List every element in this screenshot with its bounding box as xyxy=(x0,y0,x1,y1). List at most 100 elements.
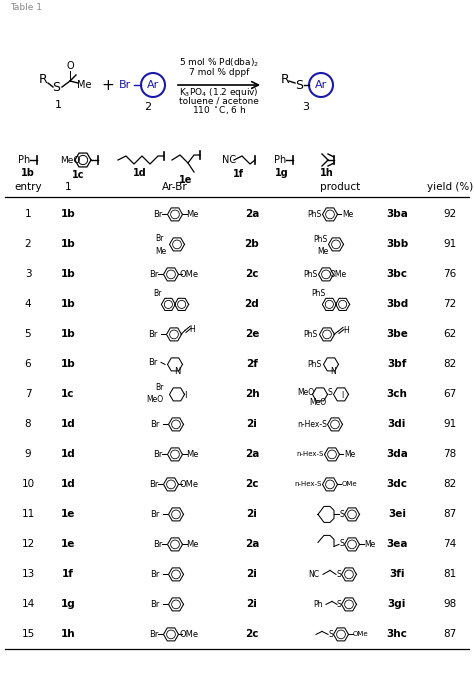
Text: 7 mol % dppf: 7 mol % dppf xyxy=(189,68,249,77)
Text: S: S xyxy=(337,570,341,579)
Text: 14: 14 xyxy=(21,599,35,610)
Text: 2a: 2a xyxy=(245,210,259,219)
Text: Me: Me xyxy=(186,540,199,549)
Text: 1b: 1b xyxy=(61,329,75,339)
Text: Ar: Ar xyxy=(147,80,159,90)
Text: 1e: 1e xyxy=(61,510,75,519)
Text: 1b: 1b xyxy=(21,168,35,178)
Text: S: S xyxy=(340,510,345,519)
Text: Me: Me xyxy=(345,450,356,459)
Text: 3ba: 3ba xyxy=(386,210,408,219)
Text: O: O xyxy=(66,61,74,71)
Text: Ph: Ph xyxy=(18,155,30,165)
Text: I: I xyxy=(341,391,343,400)
Text: 8: 8 xyxy=(25,419,31,429)
Text: 2e: 2e xyxy=(245,329,259,339)
Text: PhS: PhS xyxy=(313,235,327,244)
Text: S: S xyxy=(340,539,345,548)
Text: 1f: 1f xyxy=(233,169,244,179)
Text: yield (%): yield (%) xyxy=(427,182,473,192)
Text: PhS: PhS xyxy=(303,270,317,279)
Text: 1: 1 xyxy=(25,210,31,219)
Text: Br: Br xyxy=(150,600,160,609)
Text: 1f: 1f xyxy=(62,569,74,580)
Text: entry: entry xyxy=(14,182,42,192)
Text: Br: Br xyxy=(149,480,158,489)
Text: 1g: 1g xyxy=(275,168,289,178)
Text: 3di: 3di xyxy=(388,419,406,429)
Text: S: S xyxy=(328,630,333,639)
Text: MeO: MeO xyxy=(298,388,315,397)
Text: Br: Br xyxy=(149,270,158,279)
Text: OMe: OMe xyxy=(329,270,346,279)
Text: 3bf: 3bf xyxy=(387,360,407,369)
Text: 74: 74 xyxy=(443,539,456,549)
Text: Me: Me xyxy=(77,80,91,90)
Text: 3be: 3be xyxy=(386,329,408,339)
Text: 1c: 1c xyxy=(61,389,75,399)
Text: 1c: 1c xyxy=(72,170,84,180)
Text: 1d: 1d xyxy=(61,449,75,460)
Text: 7: 7 xyxy=(25,389,31,399)
Text: 3fi: 3fi xyxy=(389,569,405,580)
Text: 3bd: 3bd xyxy=(386,299,408,310)
Text: 1d: 1d xyxy=(61,419,75,429)
Text: 4: 4 xyxy=(25,299,31,310)
Text: K$_3$PO$_4$ (1.2 equiv): K$_3$PO$_4$ (1.2 equiv) xyxy=(179,86,259,99)
Text: OMe: OMe xyxy=(341,482,357,488)
Text: product: product xyxy=(320,182,360,192)
Text: n-Hex-S: n-Hex-S xyxy=(296,451,324,458)
Text: 67: 67 xyxy=(443,389,456,399)
Text: Br: Br xyxy=(153,540,163,549)
Text: 2h: 2h xyxy=(245,389,259,399)
Text: 98: 98 xyxy=(443,599,456,610)
Text: Br: Br xyxy=(153,289,161,298)
Text: Me: Me xyxy=(318,247,328,256)
Text: 1: 1 xyxy=(55,100,62,110)
Text: 2: 2 xyxy=(25,239,31,249)
Text: H: H xyxy=(343,326,349,335)
Text: NC: NC xyxy=(309,570,319,579)
Text: 10: 10 xyxy=(21,479,35,489)
Text: Me: Me xyxy=(186,450,199,459)
Text: Br: Br xyxy=(155,234,163,243)
Text: 2i: 2i xyxy=(246,419,257,429)
Text: 87: 87 xyxy=(443,510,456,519)
Text: 3gi: 3gi xyxy=(388,599,406,610)
Text: Br: Br xyxy=(155,383,163,392)
Text: 3: 3 xyxy=(302,102,310,112)
Text: 1b: 1b xyxy=(61,239,75,249)
Text: Table 1: Table 1 xyxy=(10,3,42,12)
Text: 2a: 2a xyxy=(245,539,259,549)
Text: 76: 76 xyxy=(443,269,456,279)
Text: Br: Br xyxy=(119,80,131,90)
Text: 2b: 2b xyxy=(245,239,259,249)
Text: 2i: 2i xyxy=(246,569,257,580)
Text: 82: 82 xyxy=(443,360,456,369)
Text: Ph: Ph xyxy=(313,600,323,609)
Text: 2: 2 xyxy=(145,102,152,112)
Text: 1h: 1h xyxy=(320,168,334,178)
Text: 91: 91 xyxy=(443,239,456,249)
Text: H: H xyxy=(189,325,195,334)
Text: 3da: 3da xyxy=(386,449,408,460)
Text: PhS: PhS xyxy=(303,330,317,339)
Text: 91: 91 xyxy=(443,419,456,429)
Text: 87: 87 xyxy=(443,630,456,639)
Text: Br: Br xyxy=(148,358,158,367)
Text: Ar-Br: Ar-Br xyxy=(162,182,188,192)
Text: 11: 11 xyxy=(21,510,35,519)
Text: S: S xyxy=(328,388,332,397)
Text: 81: 81 xyxy=(443,569,456,580)
Text: S: S xyxy=(52,81,60,93)
Text: MeO: MeO xyxy=(60,155,81,164)
Text: N: N xyxy=(174,367,180,376)
Text: 3ea: 3ea xyxy=(386,539,408,549)
Text: OMe: OMe xyxy=(352,632,368,638)
Text: 3hc: 3hc xyxy=(387,630,408,639)
Text: 2c: 2c xyxy=(245,479,259,489)
Text: 2c: 2c xyxy=(245,269,259,279)
Text: R: R xyxy=(39,73,48,86)
Text: Br: Br xyxy=(150,420,160,429)
Text: n-Hex-S: n-Hex-S xyxy=(294,482,322,488)
